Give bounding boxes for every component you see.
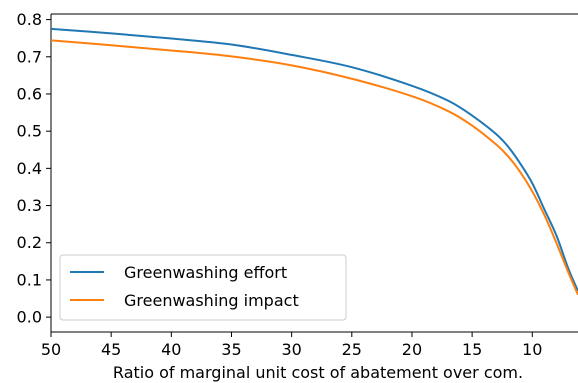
y-tick-label: 0.6	[17, 84, 42, 103]
legend: Greenwashing effort Greenwashing impact	[59, 254, 347, 321]
x-axis-label: Ratio of marginal unit cost of abatement…	[113, 363, 523, 382]
y-tick-label: 0.0	[17, 308, 42, 327]
x-tick-label: 30	[281, 340, 301, 359]
x-tick-label: 50	[41, 340, 61, 359]
x-tick-label: 10	[522, 340, 542, 359]
x-tick-label: 20	[402, 340, 422, 359]
y-tick-label: 0.8	[17, 10, 42, 29]
y-axis-ticks: 0.0 0.1 0.2 0.3 0.4 0.5 0.6 0.7 0.8	[17, 10, 51, 327]
legend-label-effort: Greenwashing effort	[124, 263, 287, 282]
series-lines	[50, 27, 578, 296]
x-tick-label: 35	[221, 340, 241, 359]
y-tick-label: 0.1	[17, 270, 42, 289]
y-tick-label: 0.5	[17, 122, 42, 141]
legend-label-impact: Greenwashing impact	[124, 291, 299, 310]
y-tick-label: 0.4	[17, 159, 42, 178]
legend-box	[59, 254, 347, 321]
x-axis-ticks: 50 45 40 35 30 25 20 15 10	[41, 332, 542, 359]
x-tick-label: 40	[161, 340, 181, 359]
x-tick-label: 25	[342, 340, 362, 359]
y-tick-label: 0.3	[17, 196, 42, 215]
x-tick-label: 15	[462, 340, 482, 359]
y-tick-label: 0.2	[17, 233, 42, 252]
y-tick-label: 0.7	[17, 47, 42, 66]
x-tick-label: 45	[101, 340, 121, 359]
series-line-effort	[50, 27, 578, 292]
series-line-impact	[50, 39, 578, 296]
plot-frame	[50, 13, 578, 333]
